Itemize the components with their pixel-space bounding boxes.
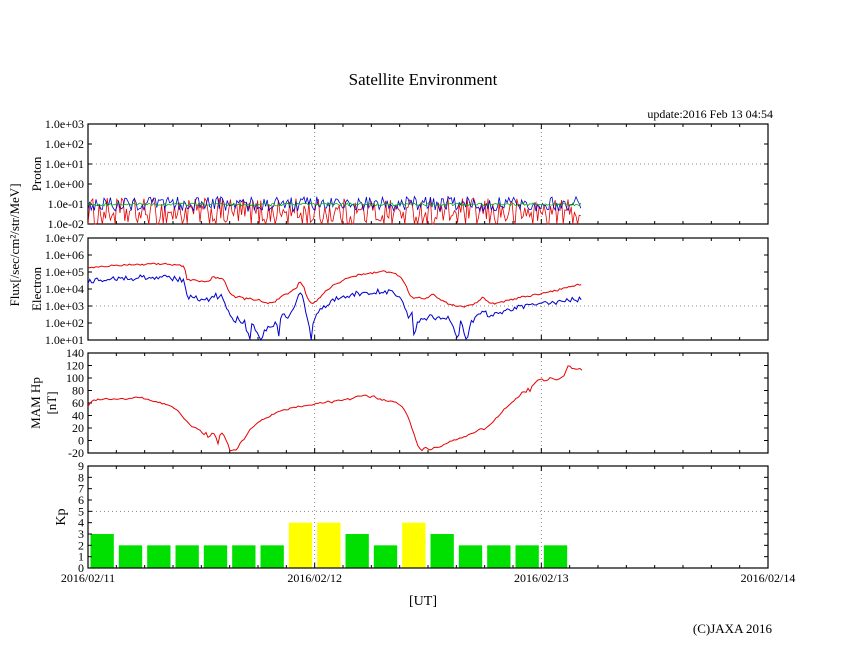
- kp-bar: [402, 522, 426, 568]
- series-electron-blue: [87, 274, 582, 342]
- y-tick-label: 0: [78, 434, 84, 448]
- series-proton-red: [87, 197, 581, 226]
- y-tick-label: -20: [68, 446, 84, 460]
- kp-bar: [543, 545, 568, 568]
- y-tick-label: 1.0e+01: [45, 157, 84, 171]
- y-tick-label: 3: [78, 527, 84, 541]
- y-tick-label: 7: [78, 482, 84, 496]
- y-tick-label: 40: [72, 409, 84, 423]
- y-tick-label: 1.0e+04: [45, 282, 84, 296]
- y-tick-label: 60: [72, 396, 84, 410]
- flux-axis-label: Flux[/sec/cm²/str/MeV]: [7, 183, 22, 307]
- panel-border: [87, 352, 769, 454]
- y-tick-label: 6: [78, 493, 84, 507]
- panel-border: [87, 465, 769, 569]
- y-tick-label: 1.0e+03: [45, 117, 84, 131]
- kp-bar: [118, 545, 143, 568]
- panel-border: [87, 123, 769, 225]
- copyright-text: (C)JAXA 2016: [692, 621, 772, 636]
- kp-bar: [260, 545, 284, 568]
- y-tick-label: 9: [78, 459, 84, 473]
- kp-bar: [288, 522, 313, 568]
- x-tick-label: 2016/02/12: [287, 571, 342, 585]
- kp-bar: [147, 545, 171, 568]
- update-timestamp: update:2016 Feb 13 04:54: [647, 107, 773, 121]
- kp-bar: [317, 522, 341, 568]
- nt-unit-label: [nT]: [44, 391, 59, 415]
- kp-axis-label: Kp: [54, 508, 69, 526]
- y-tick-label: 1.0e-02: [48, 217, 84, 231]
- figure-title: Satellite Environment: [348, 70, 498, 89]
- x-tick-label: 2016/02/14: [741, 571, 796, 585]
- y-tick-label: 1.0e+02: [45, 137, 84, 151]
- electron-panel: 1.0e+07 1.0e+06 1.0e+05 1.0e+04 1.0e+03 1.0e+…: [45, 231, 769, 347]
- y-tick-label: 8: [78, 470, 84, 484]
- y-tick-label: 20: [72, 421, 84, 435]
- ut-axis-label: [UT]: [409, 594, 437, 609]
- y-tick-label: 1.0e+07: [45, 231, 84, 245]
- y-tick-label: 1.0e+02: [45, 316, 84, 330]
- y-tick-label: 80: [72, 384, 84, 398]
- proton-panel: 1.0e+03 1.0e+02 1.0e+01 1.0e+00 1.0e-01 1.0e-…: [45, 117, 769, 231]
- panel-border: [87, 237, 769, 341]
- y-tick-label: 5: [78, 504, 84, 518]
- y-tick-label: 1: [78, 550, 84, 564]
- series-proton-green: [87, 202, 582, 207]
- y-tick-label: 140: [66, 346, 84, 360]
- series-electron-red: [87, 262, 582, 308]
- y-tick-label: 1.0e+05: [45, 265, 84, 279]
- kp-bar: [430, 534, 454, 568]
- x-tick-labels: 2016/02/11 2016/02/12 2016/02/13 2016/02/14: [61, 571, 795, 585]
- y-tick-label: 2: [78, 538, 84, 552]
- kp-bar: [175, 545, 199, 568]
- y-tick-label: 1.0e+01: [45, 333, 84, 347]
- y-tick-label: 0: [78, 561, 84, 575]
- x-tick-label: 2016/02/11: [61, 571, 115, 585]
- series-mam-hp-red: [87, 365, 583, 452]
- proton-axis-label: Proton: [29, 156, 44, 192]
- kp-bar: [487, 545, 511, 568]
- mam-hp-axis-label: MAM Hp: [28, 377, 43, 429]
- kp-bar: [515, 545, 539, 568]
- y-tick-label: 1.0e+00: [45, 177, 84, 191]
- kp-bar: [345, 534, 369, 568]
- y-tick-label: 4: [78, 516, 84, 530]
- y-tick-label: 1.0e+03: [45, 299, 84, 313]
- y-tick-label: 1.0e-01: [48, 197, 84, 211]
- kp-bar: [458, 545, 483, 568]
- x-tick-label: 2016/02/13: [514, 571, 569, 585]
- electron-axis-label: Electron: [29, 266, 44, 312]
- y-tick-label: 100: [66, 371, 84, 385]
- kp-bar: [90, 534, 114, 568]
- series-proton-blue: [87, 195, 582, 213]
- y-tick-label: 1.0e+06: [45, 248, 84, 262]
- y-tick-label: 120: [66, 359, 84, 373]
- kp-bar: [373, 545, 398, 568]
- kp-bar: [203, 545, 228, 568]
- kp-bar: [232, 545, 256, 568]
